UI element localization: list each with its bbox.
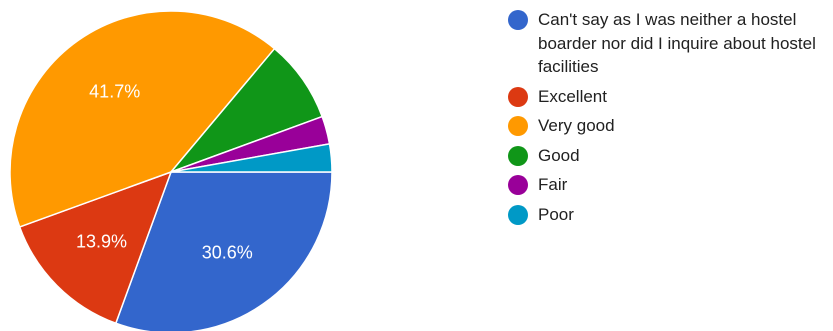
legend-label-excellent: Excellent: [538, 86, 607, 106]
legend-item-fair[interactable]: Fair: [508, 173, 828, 197]
legend-swatch-good: [508, 145, 528, 166]
legend-label-poor: Poor: [538, 204, 574, 224]
legend-item-good[interactable]: Good: [508, 144, 828, 168]
legend-label-good: Good: [538, 145, 580, 165]
pie-slice-very-good[interactable]: [9, 10, 276, 228]
legend-swatch-cant-say: [508, 10, 528, 30]
legend-item-poor[interactable]: Poor: [508, 203, 828, 227]
pie-slice-cant-say[interactable]: [115, 171, 333, 331]
legend-item-cant-say[interactable]: Can't say as I was neither a hostel boar…: [508, 8, 828, 79]
slice-data-label-excellent: 13.9%: [76, 231, 127, 251]
legend-swatch-fair: [508, 175, 528, 195]
legend-item-excellent[interactable]: Excellent: [508, 85, 828, 109]
legend-label-cant-say: Can't say as I was neither a hostel boar…: [538, 10, 816, 76]
slice-data-label-very-good: 41.7%: [89, 82, 140, 102]
legend-swatch-excellent: [508, 86, 528, 107]
legend-item-very-good[interactable]: Very good: [508, 114, 828, 138]
chart-legend: Can't say as I was neither a hostel boar…: [508, 8, 828, 232]
legend-swatch-very-good: [508, 116, 528, 136]
pie-slice-poor[interactable]: [170, 143, 333, 173]
slice-data-label-cant-say: 30.6%: [202, 243, 253, 263]
legend-label-very-good: Very good: [538, 116, 615, 135]
legend-swatch-poor: [508, 204, 528, 225]
legend-label-fair: Fair: [538, 175, 568, 194]
pie-slice-excellent[interactable]: [18, 171, 172, 324]
